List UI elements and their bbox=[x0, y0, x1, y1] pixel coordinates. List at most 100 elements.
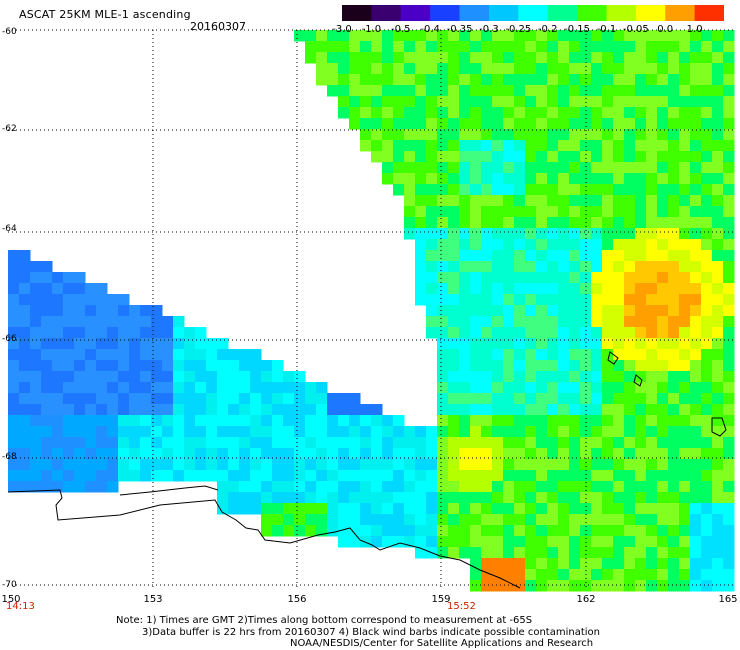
swath-cell bbox=[30, 448, 42, 460]
swath-cell bbox=[30, 338, 42, 350]
swath-cell bbox=[338, 448, 350, 460]
swath-cell bbox=[481, 239, 493, 251]
swath-cell bbox=[679, 426, 691, 438]
swath-cell bbox=[624, 272, 636, 284]
swath-cell bbox=[547, 470, 559, 482]
swath-cell bbox=[580, 536, 592, 548]
swath-cell bbox=[624, 338, 636, 350]
swath-cell bbox=[437, 30, 449, 42]
swath-cell bbox=[558, 558, 570, 570]
swath-cell bbox=[118, 459, 130, 471]
swath-cell bbox=[580, 294, 592, 306]
swath-cell bbox=[536, 327, 548, 339]
swath-cell bbox=[613, 503, 625, 515]
swath-cell bbox=[371, 514, 383, 526]
swath-cell bbox=[690, 294, 702, 306]
swath-cell bbox=[41, 316, 53, 328]
swath-cell bbox=[382, 173, 394, 185]
swath-cell bbox=[646, 228, 658, 240]
swath-cell bbox=[547, 349, 559, 361]
swath-cell bbox=[613, 525, 625, 537]
swath-cell bbox=[723, 41, 735, 53]
swath-cell bbox=[338, 41, 350, 53]
swath-cell bbox=[448, 63, 460, 75]
swath-cell bbox=[525, 547, 537, 559]
swath-cell bbox=[701, 338, 713, 350]
swath-cell bbox=[448, 239, 460, 251]
swath-cell bbox=[635, 371, 647, 383]
swath-cell bbox=[349, 107, 361, 119]
swath-cell bbox=[63, 294, 75, 306]
swath-cell bbox=[470, 569, 482, 581]
swath-cell bbox=[536, 74, 548, 86]
swath-cell bbox=[646, 162, 658, 174]
swath-cell bbox=[646, 459, 658, 471]
swath-cell bbox=[602, 558, 614, 570]
swath-cell bbox=[668, 580, 680, 592]
swath-cell bbox=[8, 382, 20, 394]
swath-cell bbox=[481, 415, 493, 427]
swath-cell bbox=[481, 316, 493, 328]
swath-cell bbox=[701, 327, 713, 339]
swath-cell bbox=[723, 470, 735, 482]
swath-cell bbox=[371, 118, 383, 130]
swath-cell bbox=[701, 217, 713, 229]
swath-cell bbox=[338, 426, 350, 438]
swath-cell bbox=[569, 382, 581, 394]
swath-cell bbox=[591, 547, 603, 559]
swath-cell bbox=[195, 448, 207, 460]
swath-cell bbox=[536, 503, 548, 515]
swath-cell bbox=[41, 382, 53, 394]
swath-cell bbox=[382, 426, 394, 438]
swath-cell bbox=[41, 437, 53, 449]
swath-cell bbox=[96, 294, 108, 306]
swath-cell bbox=[30, 283, 42, 295]
swath-cell bbox=[74, 272, 86, 284]
swath-cell bbox=[118, 382, 130, 394]
swath-cell bbox=[448, 294, 460, 306]
swath-cell bbox=[404, 63, 416, 75]
swath-cell bbox=[657, 525, 669, 537]
swath-cell bbox=[96, 404, 108, 416]
swath-cell bbox=[503, 536, 515, 548]
swath-cell bbox=[492, 283, 504, 295]
swath-cell bbox=[558, 360, 570, 372]
swath-cell bbox=[635, 448, 647, 460]
swath-cell bbox=[690, 536, 702, 548]
swath-cell bbox=[481, 129, 493, 141]
swath-cell bbox=[503, 294, 515, 306]
swath-cell bbox=[195, 371, 207, 383]
swath-cell bbox=[602, 228, 614, 240]
swath-cell bbox=[206, 349, 218, 361]
swath-cell bbox=[613, 63, 625, 75]
swath-cell bbox=[217, 360, 229, 372]
swath-cell bbox=[74, 294, 86, 306]
swath-cell bbox=[448, 404, 460, 416]
swath-cell bbox=[481, 514, 493, 526]
swath-cell bbox=[525, 272, 537, 284]
swath-cell bbox=[151, 470, 163, 482]
swath-cell bbox=[723, 272, 735, 284]
swath-cell bbox=[679, 63, 691, 75]
swath-cell bbox=[481, 250, 493, 262]
swath-cell bbox=[635, 217, 647, 229]
swath-cell bbox=[19, 481, 31, 493]
swath-cell bbox=[558, 272, 570, 284]
swath-cell bbox=[195, 360, 207, 372]
swath-cell bbox=[712, 217, 724, 229]
swath-cell bbox=[305, 492, 317, 504]
swath-cell bbox=[701, 272, 713, 284]
swath-cell bbox=[74, 360, 86, 372]
swath-cell bbox=[481, 184, 493, 196]
swath-cell bbox=[569, 503, 581, 515]
swath-cell bbox=[371, 151, 383, 163]
swath-cell bbox=[613, 162, 625, 174]
swath-cell bbox=[470, 558, 482, 570]
swath-cell bbox=[503, 30, 515, 42]
swath-cell bbox=[228, 481, 240, 493]
swath-cell bbox=[294, 481, 306, 493]
swath-cell bbox=[558, 107, 570, 119]
swath-cell bbox=[415, 107, 427, 119]
swath-cell bbox=[503, 118, 515, 130]
swath-cell bbox=[547, 129, 559, 141]
